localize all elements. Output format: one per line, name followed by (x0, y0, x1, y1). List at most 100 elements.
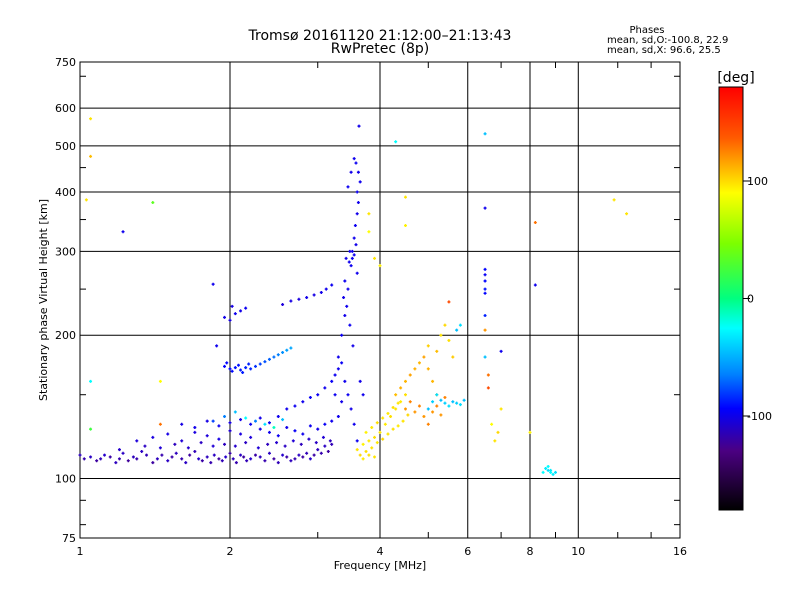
data-point (267, 357, 271, 361)
data-point (348, 323, 352, 327)
data-point (263, 422, 267, 426)
data-point (340, 361, 344, 365)
data-point (247, 362, 251, 366)
data-point (131, 455, 135, 459)
data-point (352, 422, 356, 426)
data-point (186, 446, 190, 450)
data-point (316, 448, 320, 452)
data-point (435, 349, 439, 353)
data-point (349, 407, 353, 411)
data-point (228, 421, 232, 425)
data-point (174, 451, 178, 455)
data-point (299, 442, 303, 446)
data-point (455, 328, 459, 332)
data-point (323, 422, 327, 426)
data-point (431, 379, 435, 383)
data-point (126, 459, 130, 463)
data-point (458, 403, 462, 407)
data-point (533, 283, 537, 287)
data-point (358, 180, 362, 184)
data-point (443, 401, 447, 405)
data-point (276, 434, 280, 438)
data-point (233, 366, 237, 370)
data-point (355, 439, 359, 443)
data-point (239, 368, 243, 372)
x-tick-label: 8 (527, 545, 534, 558)
x-tick-label: 1 (77, 545, 84, 558)
data-point (166, 459, 170, 463)
data-point (386, 432, 390, 436)
data-point (417, 404, 421, 408)
data-point (352, 157, 356, 161)
data-point (361, 442, 365, 446)
data-point (108, 455, 112, 459)
data-point (355, 212, 359, 216)
data-point (375, 421, 379, 425)
data-point (367, 453, 371, 457)
data-point (625, 212, 629, 216)
data-point (158, 379, 162, 383)
data-point (211, 282, 215, 286)
data-point (486, 386, 490, 390)
data-point (553, 470, 557, 474)
data-point (242, 455, 246, 459)
data-point (89, 379, 93, 383)
data-point (458, 323, 462, 327)
data-point (223, 364, 227, 368)
data-point (205, 434, 209, 438)
data-point (166, 432, 170, 436)
data-point (541, 470, 545, 474)
data-point (135, 457, 139, 461)
data-point (121, 230, 125, 234)
data-point (223, 442, 227, 446)
data-point (188, 453, 192, 457)
data-point (193, 449, 197, 453)
data-point (528, 430, 532, 434)
colorbar (718, 86, 744, 511)
x-tick-label: 16 (673, 545, 687, 558)
data-point (328, 439, 332, 443)
data-point (361, 457, 365, 461)
data-point (228, 318, 232, 322)
data-point (184, 461, 188, 465)
data-point (217, 437, 221, 441)
data-point (483, 328, 487, 332)
data-point (308, 457, 312, 461)
data-point (241, 371, 245, 375)
data-point (451, 355, 455, 359)
data-point (212, 453, 216, 457)
data-point (373, 455, 377, 459)
data-point (253, 453, 257, 457)
data-point (245, 459, 249, 463)
x-tick-label: 4 (377, 545, 384, 558)
data-point (389, 414, 393, 418)
data-point (267, 451, 271, 455)
data-point (336, 367, 340, 371)
data-point (158, 446, 162, 450)
data-point (435, 393, 439, 397)
chart-subtitle: RwPretec (8p) (331, 41, 429, 57)
data-point (343, 279, 347, 283)
data-point (199, 441, 203, 445)
data-point (244, 366, 248, 370)
data-point (353, 224, 357, 228)
data-point (443, 395, 447, 399)
data-point (308, 424, 312, 428)
data-point (99, 457, 103, 461)
data-point (439, 413, 443, 417)
data-point (89, 154, 93, 158)
data-point (249, 457, 253, 461)
data-point (307, 437, 311, 441)
data-point (197, 457, 201, 461)
data-point (281, 453, 285, 457)
data-point (224, 455, 228, 459)
data-point (399, 386, 403, 390)
data-point (355, 448, 359, 452)
data-point (399, 400, 403, 404)
data-point (316, 393, 320, 397)
data-point (82, 457, 86, 461)
data-point (249, 367, 253, 371)
data-point (223, 315, 227, 319)
data-point (342, 296, 346, 300)
data-point (422, 414, 426, 418)
